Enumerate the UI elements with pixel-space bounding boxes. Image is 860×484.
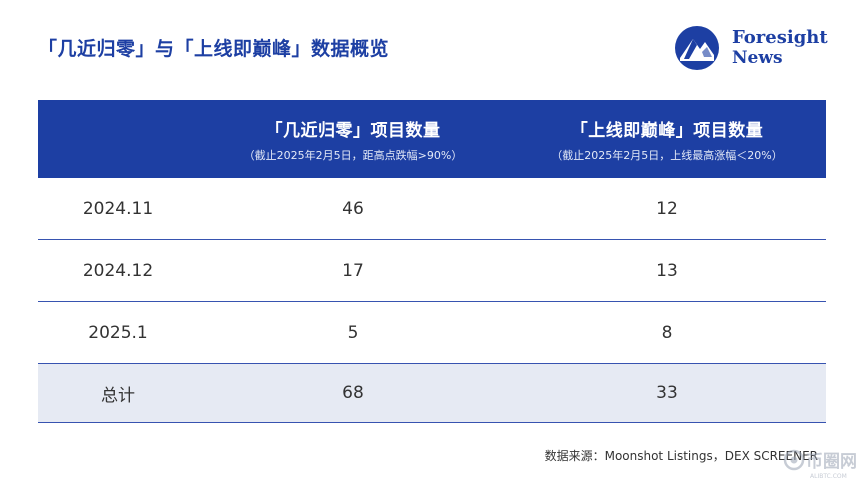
foresight-news-logo: Foresight News <box>674 25 834 73</box>
header-near-zero-label: 「几近归零」项目数量 <box>265 121 441 141</box>
data-table: 「几近归零」项目数量 （截止2025年2月5日，距高点跌幅>90%） 「上线即巅… <box>38 100 826 423</box>
data-source-note: 数据来源：Moonshot Listings，DEX SCREENER <box>544 449 818 463</box>
row-peak-count: 12 <box>656 198 678 219</box>
total-peak-count: 33 <box>656 383 678 403</box>
row-near-zero-count: 46 <box>342 198 364 219</box>
watermark-logo: 币圈网 ALIBTC.COM <box>783 449 857 480</box>
watermark-text: 币圈网 <box>806 452 857 472</box>
row-near-zero-count: 5 <box>347 322 359 343</box>
header-cell-near-zero: 「几近归零」项目数量 （截止2025年2月5日，距高点跌幅>90%） <box>198 100 508 178</box>
table-header: 「几近归零」项目数量 （截止2025年2月5日，距高点跌幅>90%） 「上线即巅… <box>38 100 826 178</box>
row-period: 2024.12 <box>82 260 154 281</box>
foresight-logo-icon <box>675 26 719 70</box>
table-row: 2024.11 46 12 <box>38 178 826 240</box>
total-label: 总计 <box>101 385 135 406</box>
watermark-sub: ALIBTC.COM <box>810 473 847 480</box>
logo-line-2: News <box>732 48 783 68</box>
table-row: 2025.1 5 8 <box>38 302 826 364</box>
table-total-row: 总计 68 33 <box>38 364 826 423</box>
header-near-zero-note: （截止2025年2月5日，距高点跌幅>90%） <box>243 149 463 162</box>
row-near-zero-count: 17 <box>342 260 364 281</box>
row-period: 2025.1 <box>88 322 148 343</box>
page-title: 「几近归零」与「上线即巅峰」数据概览 <box>38 38 390 60</box>
header-peak-label: 「上线即巅峰」项目数量 <box>570 121 764 141</box>
header-peak-note: （截止2025年2月5日，上线最高涨幅＜20%） <box>551 149 783 162</box>
row-peak-count: 13 <box>656 260 678 281</box>
header-cell-period <box>38 100 198 178</box>
row-peak-count: 8 <box>661 322 673 343</box>
total-near-zero-count: 68 <box>342 383 364 403</box>
row-period: 2024.11 <box>82 198 154 219</box>
header-cell-peak-at-launch: 「上线即巅峰」项目数量 （截止2025年2月5日，上线最高涨幅＜20%） <box>508 100 826 178</box>
table-row: 2024.12 17 13 <box>38 240 826 302</box>
logo-line-1: Foresight <box>732 27 828 48</box>
